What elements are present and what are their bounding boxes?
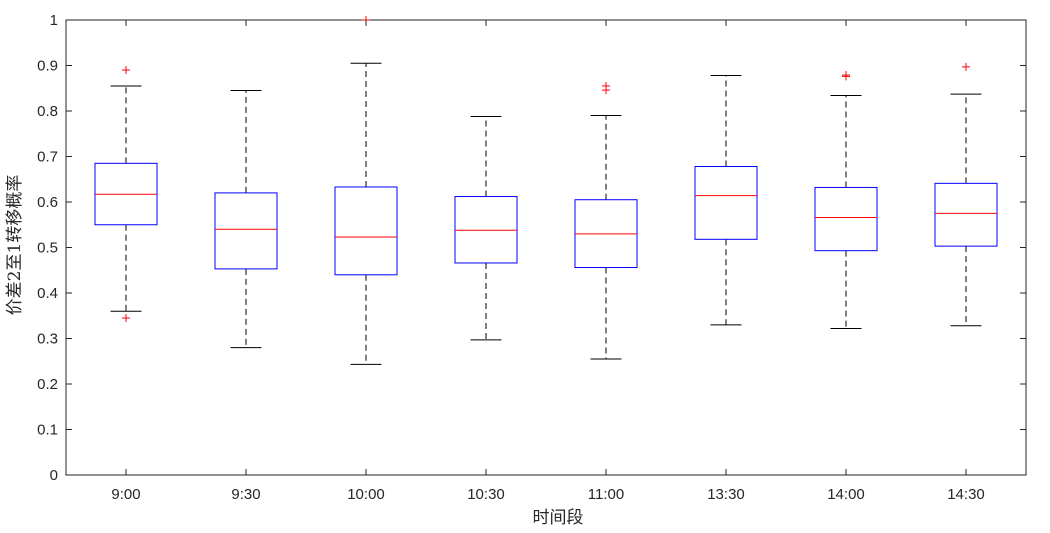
y-tick-label: 0 [50, 467, 58, 484]
x-tick-label: 11:00 [588, 486, 624, 503]
plot-frame [65, 19, 1027, 476]
y-tick-label: 1 [50, 12, 58, 29]
x-tick-label: 14:00 [827, 486, 865, 503]
iqr-box [934, 182, 998, 247]
x-tick-label: 10:00 [347, 486, 385, 503]
y-tick-label: 0.1 [37, 422, 58, 439]
y-tick-label: 0.8 [37, 103, 58, 120]
y-axis-title: 价差2至1转移概率 [5, 175, 25, 316]
x-tick-label: 9:30 [231, 486, 260, 503]
plot-area [65, 16, 1027, 476]
box-group-900 [94, 66, 158, 323]
y-tick-label: 0.5 [37, 240, 58, 257]
box-group-1030 [454, 115, 518, 341]
iqr-box [694, 166, 758, 240]
x-tick-label: 14:30 [947, 486, 985, 503]
outlier-marker [602, 86, 610, 95]
outlier-marker [122, 66, 130, 75]
y-tick-label: 0.9 [37, 58, 58, 75]
tick-marks: 0 0.1 0.2 0.3 0.4 0.5 0.6 0.7 0.8 0.9 1 9:00 9:30 10:… [37, 12, 1026, 503]
outlier-marker [962, 62, 970, 71]
y-tick-label: 0.3 [37, 331, 58, 348]
iqr-box [814, 186, 878, 252]
x-tick-label: 10:30 [467, 486, 505, 503]
box-group-1430 [934, 62, 998, 327]
box-group-1400 [814, 71, 878, 329]
x-axis-title: 时间段 [533, 508, 584, 528]
x-tick-label: 13:30 [707, 486, 745, 503]
box-group-1100 [574, 81, 638, 360]
outlier-marker [122, 314, 130, 323]
box-group-930 [214, 90, 278, 349]
box-group-1330 [694, 75, 758, 326]
iqr-box [214, 192, 278, 270]
outlier-marker [842, 72, 850, 81]
box-group-1000 [334, 16, 398, 365]
y-tick-label: 0.4 [37, 285, 58, 302]
y-tick-label: 0.7 [37, 149, 58, 166]
y-tick-label: 0.6 [37, 194, 58, 211]
iqr-box [334, 186, 398, 276]
x-tick-label: 9:00 [111, 486, 140, 503]
y-tick-label: 0.2 [37, 376, 58, 393]
